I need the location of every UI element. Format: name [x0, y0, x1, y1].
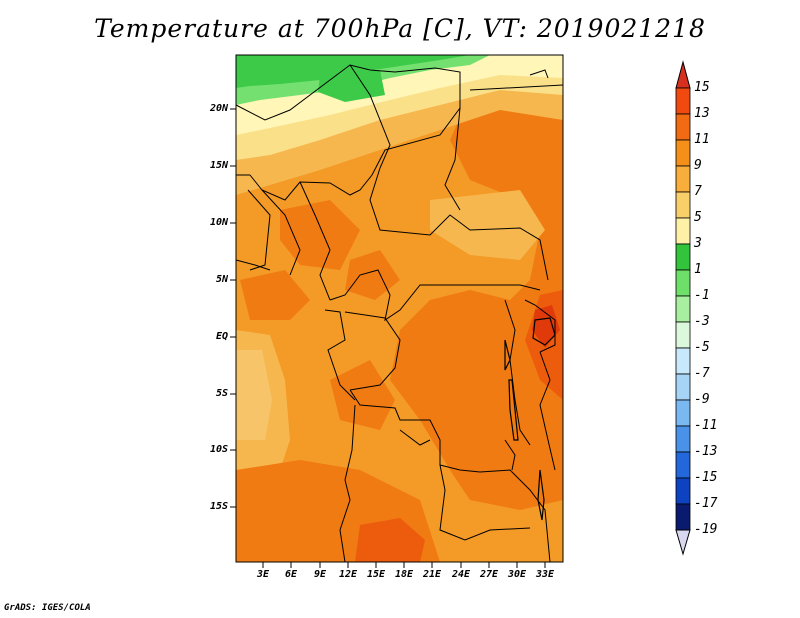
- border-6: [444, 107, 461, 211]
- colorbar-top-arrow: [675, 60, 691, 89]
- lat-label-20n: 20N: [209, 103, 228, 114]
- field-sw-lighttan: [236, 350, 272, 440]
- colorbar-label-1: 1: [694, 262, 702, 277]
- border-13: [349, 389, 481, 473]
- axis-ticks: [230, 108, 546, 568]
- lake-malawi: [537, 469, 545, 521]
- grads-credit: GrADS: IGES/COLA: [4, 603, 91, 613]
- colorbar-label-m3: -3: [694, 314, 710, 329]
- lon-label-18e: 18E: [394, 569, 414, 580]
- country-borders: [236, 64, 563, 562]
- colorbar-label-m5: -5: [694, 340, 710, 355]
- border-2: [249, 107, 461, 201]
- border-19: [539, 351, 556, 471]
- lon-label-15e: 15E: [366, 569, 386, 580]
- lon-label-3e: 3E: [256, 569, 270, 580]
- lon-label-24e: 24E: [451, 569, 471, 580]
- lat-label-eq: EQ: [215, 331, 228, 342]
- colorbar-label-9: 9: [694, 158, 702, 173]
- colorbar-label-m9: -9: [694, 392, 710, 407]
- field-green-blob: [318, 70, 385, 102]
- border-12: [344, 311, 401, 391]
- border-5: [469, 84, 563, 91]
- border-7: [247, 189, 271, 271]
- colorbar-segment: [675, 269, 691, 297]
- colorbar-label-m13: -13: [694, 444, 718, 459]
- colorbar-label-m15: -15: [694, 470, 718, 485]
- field-east-deep: [390, 80, 563, 510]
- colorbar-segment: [675, 113, 691, 141]
- border-9: [299, 181, 331, 301]
- lon-label-6e: 6E: [284, 569, 298, 580]
- border-24: [529, 69, 549, 79]
- lake-kivu: [504, 339, 511, 371]
- border-4: [369, 167, 549, 281]
- temperature-field: [236, 55, 563, 562]
- border-3: [349, 64, 391, 169]
- colorbar-segment: [675, 347, 691, 375]
- border-14: [339, 404, 356, 562]
- field-south-red: [355, 518, 425, 562]
- colorbar-label-m17: -17: [694, 496, 718, 511]
- lat-label-10s: 10S: [209, 444, 228, 455]
- border-15: [439, 464, 531, 541]
- colorbar-segment: [675, 243, 691, 271]
- colorbar-label-m1: -1: [694, 288, 710, 303]
- colorbar-segment: [675, 451, 691, 479]
- border-20: [399, 429, 431, 446]
- colorbar-segment: [675, 139, 691, 167]
- border-18: [524, 299, 556, 353]
- border-8: [261, 189, 301, 276]
- colorbar-segment: [675, 399, 691, 427]
- lake-outlines: [504, 317, 556, 521]
- colorbar-label-11: 11: [694, 132, 710, 147]
- colorbar-label-m19: -19: [694, 522, 718, 537]
- lake-victoria: [532, 317, 556, 346]
- lon-label-9e: 9E: [313, 569, 327, 580]
- colorbar-segment: [675, 425, 691, 453]
- colorbar-segment: [675, 191, 691, 219]
- border-16: [479, 469, 551, 562]
- lon-label-33e: 33E: [535, 569, 555, 580]
- field-center-patch-2: [240, 270, 310, 320]
- lat-label-5n: 5N: [215, 274, 228, 285]
- colorbar-label-m7: -7: [694, 366, 710, 381]
- border-11: [324, 309, 356, 401]
- colorbar: [675, 60, 691, 556]
- border-21: [504, 439, 516, 471]
- lon-label-21e: 21E: [422, 569, 442, 580]
- colorbar-label-3: 3: [694, 236, 702, 251]
- colorbar-segment: [675, 477, 691, 505]
- plot-frame: [235, 54, 564, 563]
- colorbar-label-15: 15: [694, 80, 710, 95]
- lon-label-27e: 27E: [479, 569, 499, 580]
- colorbar-label-7: 7: [694, 184, 702, 199]
- colorbar-label-13: 13: [694, 106, 710, 121]
- map-title: Temperature at 700hPa [C], VT: 201902121…: [94, 14, 706, 43]
- lon-label-30e: 30E: [507, 569, 527, 580]
- lat-label-15n: 15N: [209, 160, 228, 171]
- colorbar-label-m11: -11: [694, 418, 718, 433]
- field-band-greendark: [236, 55, 470, 88]
- colorbar-segment: [675, 503, 691, 531]
- field-center-patch-4: [330, 360, 395, 430]
- border-22: [236, 259, 271, 271]
- colorbar-segment: [675, 87, 691, 115]
- lat-label-15s: 15S: [209, 501, 228, 512]
- border-1: [236, 64, 461, 121]
- colorbar-segment: [675, 217, 691, 245]
- lat-label-10n: 10N: [209, 217, 228, 228]
- lake-tanganyika: [508, 379, 519, 441]
- lat-label-5s: 5S: [215, 388, 228, 399]
- colorbar-segment: [675, 373, 691, 401]
- colorbar-bottom-arrow: [675, 529, 691, 556]
- field-center-patch-1: [280, 200, 360, 270]
- colorbar-segment: [675, 321, 691, 349]
- colorbar-label-5: 5: [694, 210, 702, 225]
- lon-label-12e: 12E: [338, 569, 358, 580]
- border-10: [329, 269, 541, 322]
- colorbar-segment: [675, 295, 691, 323]
- colorbar-segment: [675, 165, 691, 193]
